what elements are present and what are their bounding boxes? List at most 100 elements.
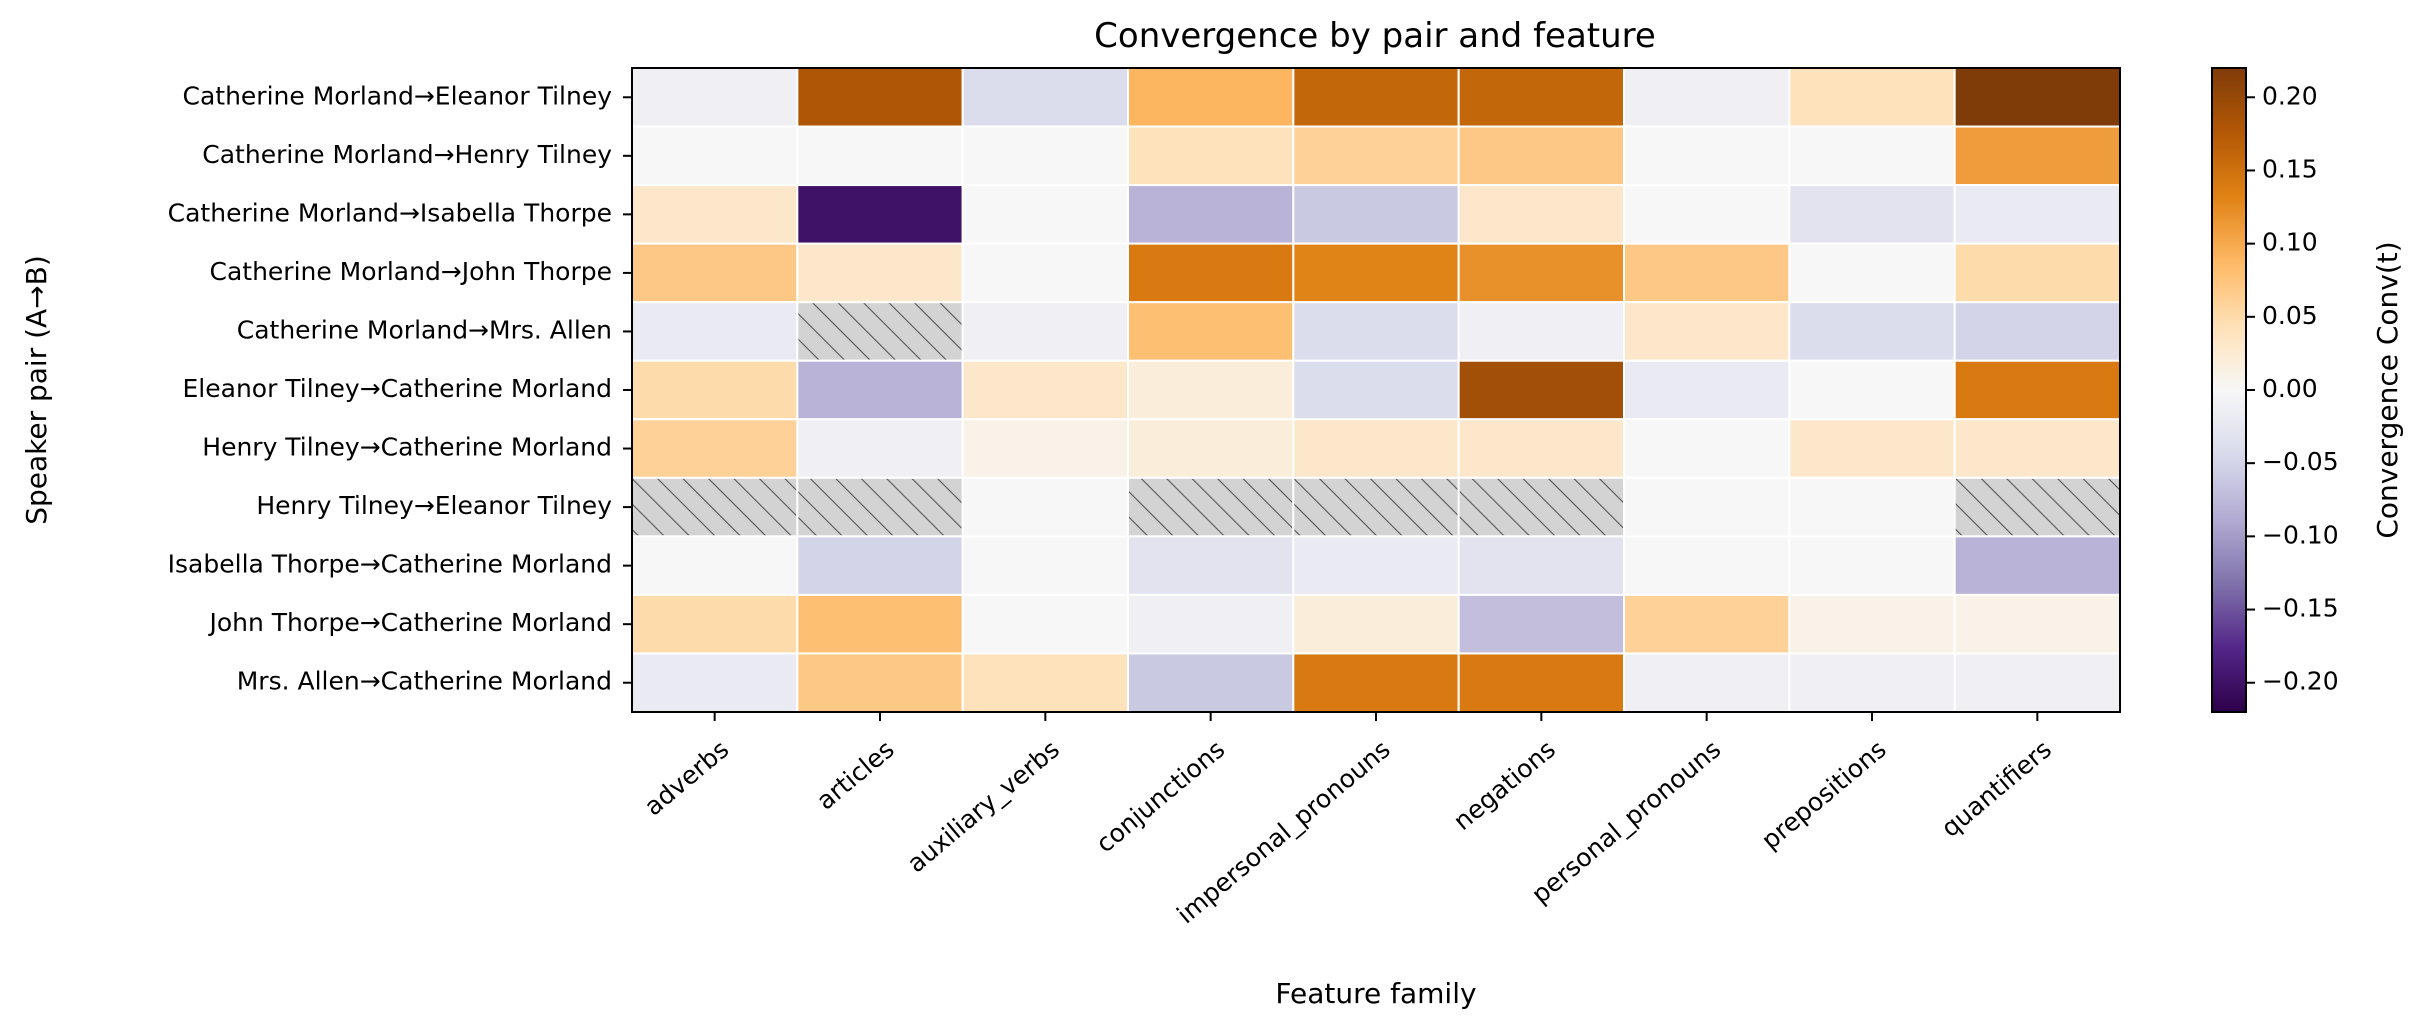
heatmap-cell (796, 359, 964, 421)
heatmap-cell (1457, 242, 1626, 304)
x-axis-title: Feature family (1275, 977, 1476, 1010)
y-tick-label: Catherine Morland→John Thorpe (209, 257, 612, 286)
heatmap-cell (1127, 125, 1295, 187)
heatmap-cell (796, 301, 964, 362)
colorbar (2211, 67, 2247, 713)
heatmap-cell (1292, 242, 1460, 304)
heatmap-cell (1457, 301, 1626, 362)
y-tick-label: Mrs. Allen→Catherine Morland (237, 667, 612, 696)
heatmap-cell (1292, 593, 1460, 655)
heatmap-cell (1788, 359, 1956, 421)
heatmap-cell (796, 652, 964, 714)
heatmap-cell (1788, 418, 1956, 479)
x-tick-label: negations (1448, 734, 1561, 835)
heatmap-cell (1953, 67, 2122, 128)
x-axis-ticks: adverbs articles auxiliary_verbs conjunctio… (639, 712, 2057, 929)
colorbar-tick-label: 0.20 (2262, 81, 2318, 110)
heatmap-cell (1127, 184, 1295, 245)
heatmap-cell (1457, 535, 1626, 596)
heatmap-cell (961, 652, 1129, 714)
heatmap-cell (1292, 535, 1460, 596)
heatmap-cell (631, 301, 799, 362)
heatmap-cell (1457, 67, 1626, 128)
heatmap-cell (796, 125, 964, 187)
heatmap-cell (961, 418, 1129, 479)
heatmap-cell (1953, 301, 2122, 362)
heatmap-cell (1623, 652, 1791, 714)
heatmap-cell (1623, 184, 1791, 245)
heatmap-cell (961, 476, 1129, 538)
heatmap-cell (631, 476, 799, 538)
heatmap-cell (1457, 476, 1626, 538)
y-tick-label: Catherine Morland→Isabella Thorpe (168, 198, 612, 227)
y-tick-label: Eleanor Tilney→Catherine Morland (183, 374, 613, 403)
y-tick-label: John Thorpe→Catherine Morland (207, 608, 612, 637)
heatmap-cell (1788, 593, 1956, 655)
y-axis-title: Speaker pair (A→B) (20, 255, 53, 525)
colorbar-tick-label: −0.15 (2262, 594, 2339, 623)
heatmap-cell (1292, 184, 1460, 245)
heatmap-cell (1457, 418, 1626, 479)
heatmap-cell (1953, 476, 2122, 538)
heatmap-cell (1953, 652, 2122, 714)
heatmap-cells (631, 67, 2122, 714)
heatmap-cell (961, 125, 1129, 187)
colorbar-tick-label: 0.00 (2262, 374, 2318, 403)
colorbar-tick-label: 0.15 (2262, 154, 2318, 183)
heatmap-cell (961, 242, 1129, 304)
heatmap-cell (1953, 418, 2122, 479)
heatmap-cell (1457, 184, 1626, 245)
heatmap-cell (796, 476, 964, 538)
x-tick-label: quantifiers (1936, 734, 2057, 842)
heatmap-cell (631, 125, 799, 187)
heatmap-cell (1127, 535, 1295, 596)
heatmap-cell (1292, 301, 1460, 362)
heatmap-cell (631, 359, 799, 421)
heatmap-cell (961, 593, 1129, 655)
colorbar-ticks: 0.20 0.15 0.10 0.05 0.00 −0.05 −0.10 −0.15 −0.20 (2246, 81, 2339, 696)
y-tick-label: Catherine Morland→Eleanor Tilney (183, 81, 613, 110)
heatmap-cell (1788, 125, 1956, 187)
heatmap-cell (1292, 476, 1460, 538)
y-tick-label: Henry Tilney→Eleanor Tilney (256, 491, 612, 520)
heatmap-cell (1292, 359, 1460, 421)
heatmap-cell (1457, 125, 1626, 187)
chart-title: Convergence by pair and feature (1094, 16, 1656, 56)
heatmap-cell (961, 301, 1129, 362)
y-tick-label: Catherine Morland→Mrs. Allen (237, 315, 612, 344)
x-tick-label: articles (811, 734, 900, 815)
heatmap-cell (796, 242, 964, 304)
y-tick-label: Catherine Morland→Henry Tilney (202, 140, 612, 169)
heatmap-cell (1127, 652, 1295, 714)
heatmap-cell (1788, 476, 1956, 538)
heatmap-cell (1623, 359, 1791, 421)
heatmap-cell (1127, 242, 1295, 304)
heatmap-cell (631, 652, 799, 714)
heatmap-cell (961, 67, 1129, 128)
y-tick-label: Isabella Thorpe→Catherine Morland (168, 550, 612, 579)
heatmap-cell (961, 184, 1129, 245)
heatmap-cell (1127, 593, 1295, 655)
x-tick-label: prepositions (1756, 734, 1892, 855)
heatmap-cell (961, 359, 1129, 421)
heatmap-cell (631, 535, 799, 596)
heatmap-cell (1623, 67, 1791, 128)
colorbar-tick-label: −0.20 (2262, 667, 2339, 696)
heatmap-cell (796, 184, 964, 245)
colorbar-title: Convergence Conv(t) (2371, 241, 2404, 538)
heatmap-cell (631, 593, 799, 655)
heatmap-cell (1127, 476, 1295, 538)
heatmap-cell (1457, 652, 1626, 714)
x-tick-label: auxiliary_verbs (902, 734, 1065, 878)
heatmap-cell (796, 418, 964, 479)
heatmap-cell (1788, 535, 1956, 596)
heatmap-cell (1457, 593, 1626, 655)
heatmap-cell (1623, 593, 1791, 655)
heatmap-cell (1127, 301, 1295, 362)
heatmap-cell (631, 184, 799, 245)
heatmap-cell (1953, 242, 2122, 304)
y-axis-ticks: Catherine Morland→Eleanor Tilney Catherin… (168, 81, 632, 696)
heatmap-cell (1127, 67, 1295, 128)
colorbar-tick-label: 0.10 (2262, 228, 2318, 257)
heatmap-cell (796, 593, 964, 655)
